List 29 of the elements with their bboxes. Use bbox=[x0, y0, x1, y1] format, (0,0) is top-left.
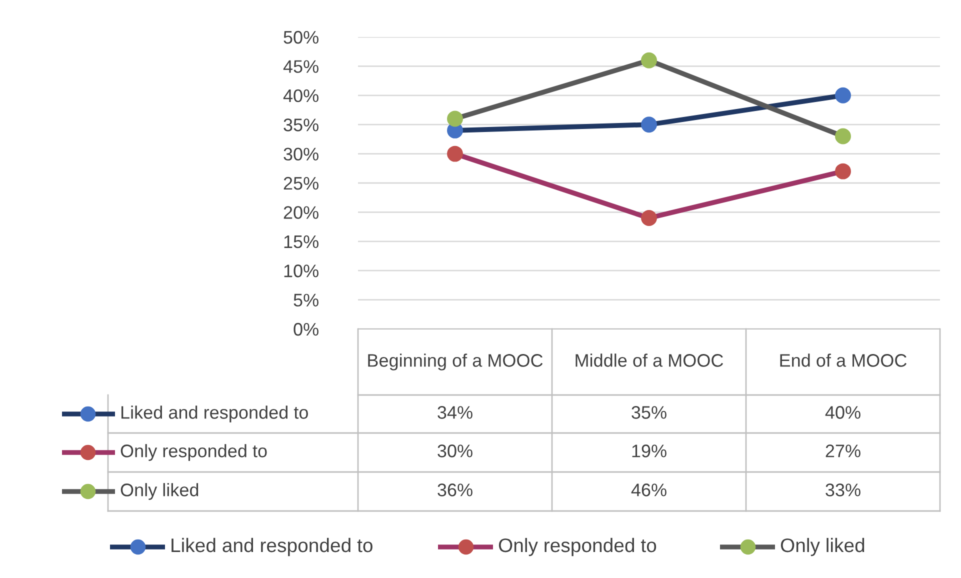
y-tick-label: 5% bbox=[294, 294, 318, 307]
text: 19% bbox=[632, 444, 666, 458]
text: 36% bbox=[438, 484, 472, 496]
text: 30% bbox=[438, 444, 472, 458]
legend-label: Only responded to bbox=[120, 444, 267, 461]
x-tick-label: Middle of a MOOC bbox=[576, 354, 724, 367]
text: 27% bbox=[826, 444, 860, 458]
y-tick-label: 0% bbox=[294, 322, 318, 336]
text: Only responded to bbox=[498, 538, 656, 556]
x-tick-label: Beginning of a MOOC bbox=[368, 354, 543, 370]
y-tick-label: 10% bbox=[284, 264, 318, 278]
y-tick-label: 40% bbox=[283, 89, 318, 102]
legend-label: Only liked bbox=[780, 538, 864, 556]
text: 40% bbox=[825, 406, 860, 419]
legend-label: Liked and responded to bbox=[121, 406, 308, 422]
y-tick-label: 35% bbox=[284, 118, 318, 132]
text: 35% bbox=[632, 406, 666, 419]
text: Only liked bbox=[120, 483, 198, 500]
text: 33% bbox=[826, 484, 860, 496]
y-tick-label: 45% bbox=[283, 60, 318, 73]
x-tick-label: End of a MOOC bbox=[780, 354, 907, 367]
text: 46% bbox=[631, 484, 666, 496]
y-tick-label: 25% bbox=[284, 176, 318, 190]
text: 34% bbox=[438, 406, 472, 419]
text: Liked and responded to bbox=[172, 538, 372, 556]
y-tick-label: 15% bbox=[284, 235, 318, 248]
y-tick-label: 30% bbox=[284, 148, 318, 161]
y-tick-label: 20% bbox=[284, 206, 318, 219]
y-tick-label: 50% bbox=[284, 30, 318, 44]
